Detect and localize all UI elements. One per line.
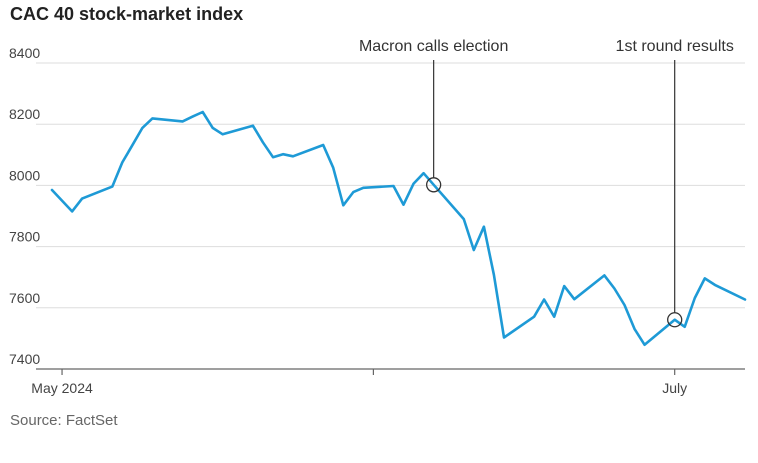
y-tick-label: 8400 (9, 45, 40, 61)
y-axis-ticks: 8400 8200 8000 7800 7600 7400 (9, 45, 40, 367)
x-axis: May 2024 July (31, 368, 745, 396)
y-tick-label: 8200 (9, 106, 40, 122)
annotation-markers (426, 177, 683, 328)
annotation-leaders: Macron calls election 1st round results (359, 38, 734, 313)
y-tick-label: 7800 (9, 229, 40, 245)
annotation-label: Macron calls election (359, 38, 508, 55)
y-tick-label: 8000 (9, 167, 40, 183)
chart-title: CAC 40 stock-market index (10, 4, 244, 24)
x-tick-label: May 2024 (31, 380, 93, 396)
y-tick-label: 7600 (9, 290, 40, 306)
cac40-series-line (50, 110, 747, 347)
annotation-marker (667, 312, 683, 328)
annotation-label: 1st round results (616, 38, 734, 55)
x-tick-label: July (662, 380, 687, 396)
source-note: Source: FactSet (10, 412, 118, 429)
annotation-marker (426, 177, 442, 193)
y-tick-label: 7400 (9, 351, 40, 367)
